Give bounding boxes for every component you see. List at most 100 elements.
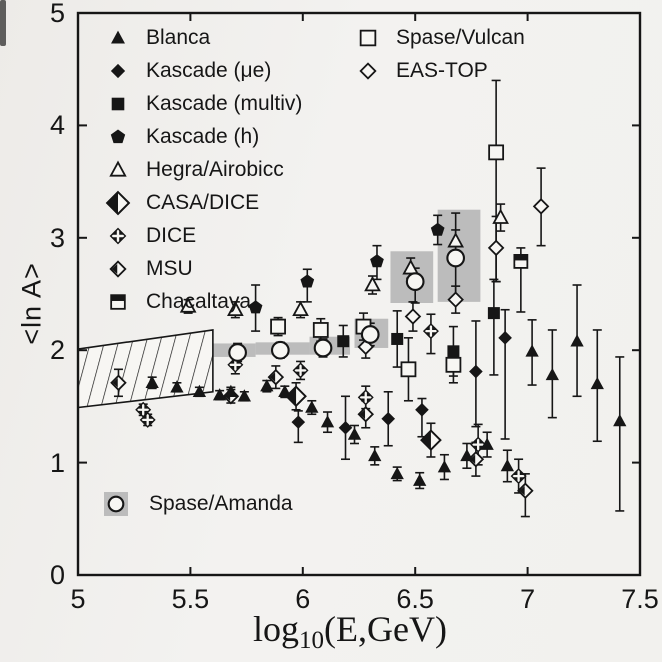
marker-circ_o [405, 272, 425, 291]
legend-label: Kascade (multiv) [146, 91, 303, 115]
marker-tri_f [260, 379, 274, 392]
series-dice [135, 323, 527, 485]
legend-item-kascade-multiv-: Kascade (multiv) [102, 87, 302, 120]
marker-sq_o [270, 318, 286, 335]
marker-dia_dice [292, 362, 309, 379]
dia_casa-icon [105, 190, 131, 215]
marker-dia_dice [109, 227, 127, 244]
marker-dia_msu [357, 405, 375, 423]
legend-label: Hegra/Airobicc [146, 157, 284, 181]
marker-dia_f [498, 331, 512, 345]
marker-dia_dice [510, 468, 527, 485]
marker-sq_f [487, 307, 500, 320]
dia_o-icon [352, 57, 384, 85]
sq_o-icon [352, 24, 384, 52]
marker-dia_dice [139, 411, 156, 428]
marker-dia_o [487, 239, 505, 257]
series-kascade-e- [291, 331, 512, 435]
plot-frame [76, 11, 642, 577]
marker-dia_f [110, 63, 126, 78]
legend-item-spase-amanda: Spase/Amanda [101, 490, 293, 518]
marker-tri_o [109, 160, 127, 177]
legend-item-eas-top: EAS-TOP [352, 54, 525, 87]
x-tick-label-6: 6 [295, 584, 311, 614]
marker-tri_o [179, 297, 197, 313]
marker-pent_f [300, 274, 315, 288]
legend-item-kascade-h-: Kascade (h) [102, 120, 302, 153]
series-casa-dice [285, 385, 442, 451]
pent_f-icon [110, 128, 126, 143]
axis-ticks [77, 12, 641, 576]
sq_o-icon [359, 29, 377, 46]
marker-circ_o [270, 340, 290, 360]
marker-tri_f [590, 376, 604, 390]
x-tick-label-6.5: 6.5 [396, 584, 434, 614]
marker-tri_f [390, 466, 404, 480]
series-chacaltaya [513, 254, 529, 269]
legend-label: Kascade (μe) [146, 58, 272, 82]
legend-label: Kascade (h) [146, 124, 260, 148]
series-hegra-airobicc [179, 208, 509, 317]
series-eas-top [357, 198, 550, 356]
marker-tri_f [170, 380, 184, 393]
marker-tri_f [500, 458, 515, 472]
legend-item-msu: MSU [102, 252, 302, 285]
marker-tri_o [447, 232, 465, 248]
tri_f-icon [111, 30, 125, 44]
marker-tri_f [305, 400, 319, 413]
sq_f-icon [102, 90, 134, 118]
y-tick-label-1: 1 [49, 447, 65, 478]
x-tick-label-7: 7 [520, 584, 536, 614]
marker-tri_f [224, 384, 238, 398]
series-kascade-h- [248, 222, 445, 314]
sq_half-icon [102, 288, 134, 316]
dia_f-icon [102, 57, 134, 85]
marker-dia_msu [109, 259, 127, 278]
marker-dia_casa [420, 429, 442, 451]
marker-tri_f [212, 388, 227, 401]
marker-circ_o [228, 343, 247, 362]
marker-sq_f [111, 97, 125, 110]
y-tick-label-5: 5 [49, 0, 65, 28]
legend-item-spase-vulcan: Spase/Vulcan [352, 21, 525, 54]
marker-pent_f [248, 300, 263, 314]
marker-dia_msu [110, 374, 127, 392]
legend-label: MSU [146, 256, 193, 280]
x-axis-label-log: log [253, 609, 300, 649]
scan-artifact [0, 0, 6, 46]
marker-sq_o [359, 29, 377, 46]
marker-tri_f [545, 367, 559, 381]
dia_o-icon [359, 61, 377, 80]
x-axis-label-subscript: 10 [299, 627, 325, 654]
y-tick-label-4: 4 [49, 110, 65, 141]
marker-dia_o [404, 308, 422, 325]
marker-dia_o [447, 291, 464, 308]
tri_o-icon [102, 156, 134, 184]
y-tick-label-0: 0 [49, 560, 65, 590]
marker-dia_o [359, 61, 377, 80]
legend-item-hegra-airobicc: Hegra/Airobicc [102, 153, 302, 186]
marker-dia_dice [357, 389, 374, 406]
x-axis-label: log10(E,GeV) [150, 608, 550, 655]
legend-label: Chacaltaya [146, 289, 252, 313]
marker-sq_f [391, 332, 404, 345]
marker-sq_f [337, 335, 350, 348]
legend-label: EAS-TOP [396, 58, 488, 82]
legend-item-chacaltaya: Chacaltaya [102, 285, 302, 318]
marker-sq_half [110, 293, 126, 310]
marker-tri_f [347, 427, 362, 440]
legend-label: Spase/Amanda [149, 492, 293, 515]
marker-circ_o [360, 325, 380, 344]
legend-label: Blanca [146, 25, 211, 49]
marker-sq_half [513, 254, 529, 269]
legend-label: CASA/DICE [146, 190, 260, 214]
marker-dia_f [415, 402, 429, 417]
legend-item-kascade-e-: Kascade (μe) [102, 54, 302, 87]
tri_f-icon [102, 24, 134, 52]
marker-circ_o [313, 338, 333, 358]
marker-tri_f [320, 415, 335, 428]
marker-dia_f [338, 420, 353, 435]
sq_f-icon [111, 97, 125, 110]
legend-item-dice: DICE [102, 219, 302, 252]
